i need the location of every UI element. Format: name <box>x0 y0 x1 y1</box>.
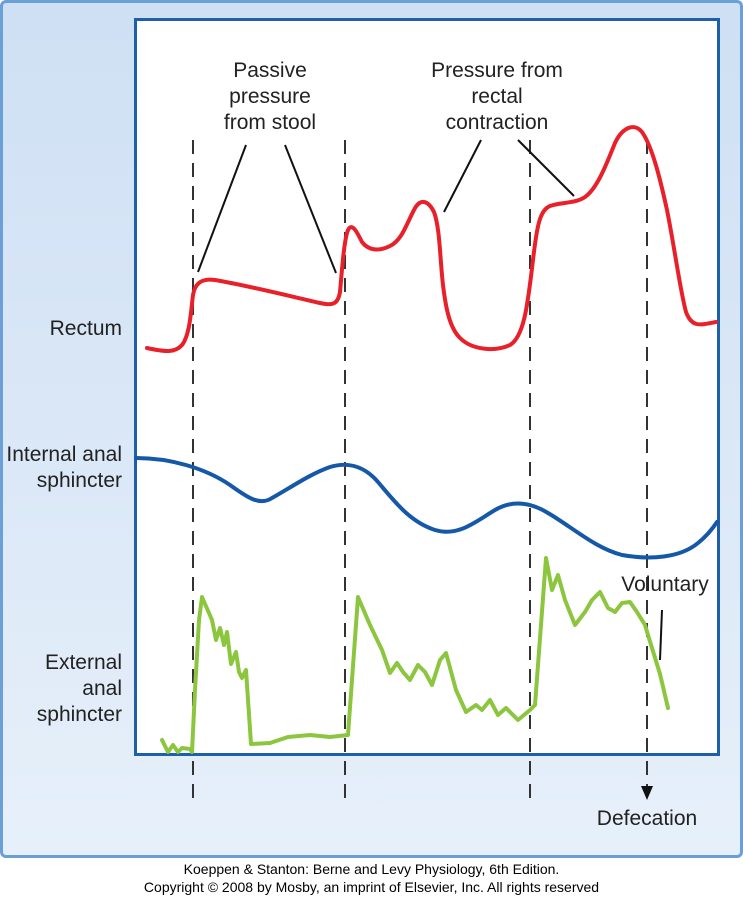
pointer-voluntary <box>659 609 663 661</box>
defecation-arrowhead <box>641 786 653 800</box>
pointer-rectal-2 <box>517 139 575 197</box>
external-sphincter-trace <box>160 556 670 754</box>
annotation-passive-pressure: Passive pressure from stool <box>223 59 317 134</box>
label-internal-sphincter: Internal anal sphincter <box>6 443 122 492</box>
pointer-passive-1 <box>197 144 247 273</box>
internal-sphincter-trace <box>134 456 719 560</box>
rectum-trace <box>145 125 718 353</box>
label-external-sphincter: External anal sphincter <box>36 651 122 726</box>
annotation-rectal-contraction: Pressure from rectal contraction <box>431 59 563 134</box>
annotation-defecation: Defecation <box>596 807 698 830</box>
label-rectum: Rectum <box>49 317 122 340</box>
plot-area <box>134 18 720 756</box>
credit-line-2: Copyright © 2008 by Mosby, an imprint of… <box>143 879 600 895</box>
pointer-passive-2 <box>284 144 337 274</box>
diagram-canvas <box>134 125 719 805</box>
copyright-credit: Koeppen & Stanton: Berne and Levy Physio… <box>0 860 743 896</box>
credit-line-1: Koeppen & Stanton: Berne and Levy Physio… <box>183 861 560 877</box>
annotation-voluntary: Voluntary <box>621 573 709 596</box>
pointer-rectal-1 <box>443 139 482 213</box>
